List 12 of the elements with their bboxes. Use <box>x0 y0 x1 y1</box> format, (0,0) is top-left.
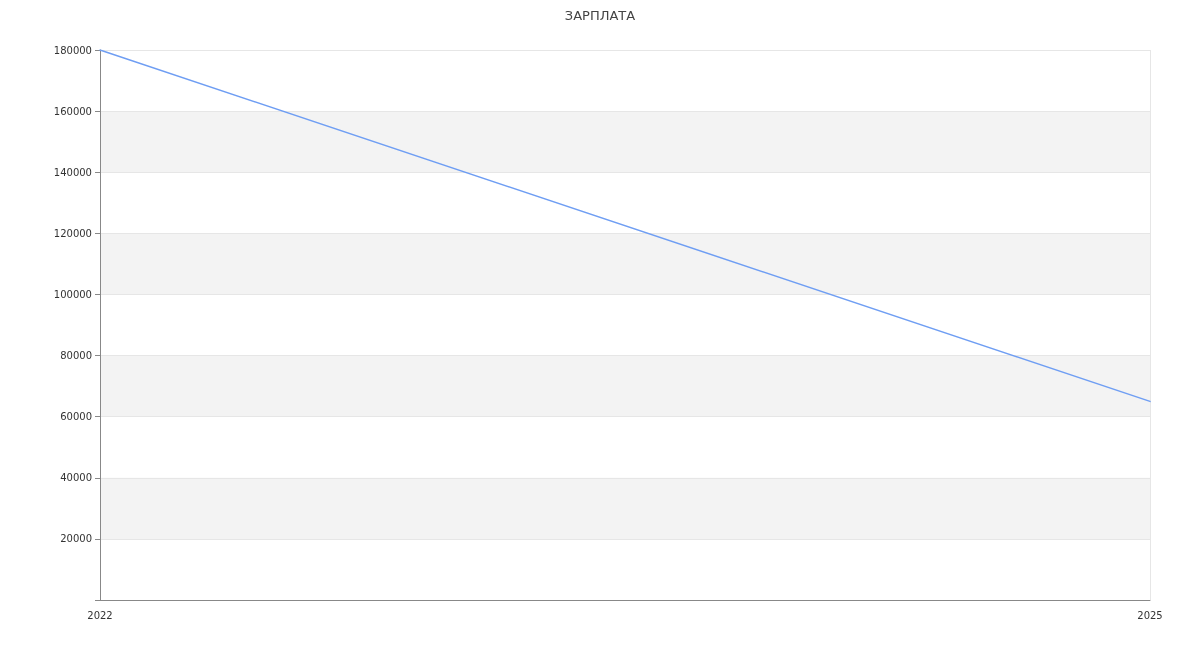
x-tick-label: 2022 <box>87 609 113 621</box>
y-tick-label: 160000 <box>53 105 92 117</box>
y-tick-label: 20000 <box>60 533 92 545</box>
y-tick-label: 80000 <box>60 350 92 362</box>
x-tick-label: 2025 <box>1137 609 1163 621</box>
y-tick-label: 120000 <box>53 227 92 239</box>
y-tick-label: 40000 <box>60 472 92 484</box>
y-tick-label: 100000 <box>53 288 92 300</box>
chart-title: ЗАРПЛАТА <box>564 8 636 23</box>
y-tick-label: 180000 <box>53 44 92 56</box>
y-tick-label: 140000 <box>53 166 92 178</box>
y-tick-label: 60000 <box>60 411 92 423</box>
